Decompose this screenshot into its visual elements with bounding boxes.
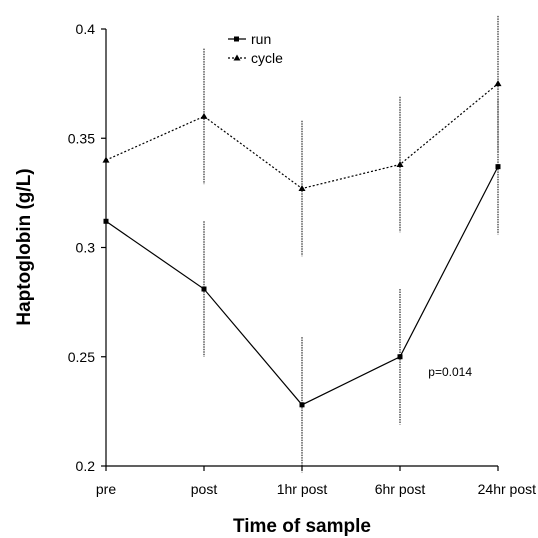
y-ticks: 0.2 0.25 0.3 0.35 0.4	[68, 21, 106, 474]
x-axis-title: Time of sample	[233, 516, 371, 537]
y-tick-label: 0.2	[76, 458, 96, 474]
x-ticks: pre post 1hr post 6hr post 24hr post	[96, 466, 536, 497]
run-point	[495, 164, 501, 170]
x-tick-label: 6hr post	[375, 481, 426, 497]
y-tick-label: 0.3	[76, 240, 96, 256]
y-tick-label: 0.4	[76, 21, 96, 37]
run-point	[299, 402, 305, 408]
y-axis-title: Haptoglobin (g/L)	[14, 168, 35, 325]
cycle-point	[298, 185, 306, 192]
y-tick-label: 0.25	[68, 349, 95, 365]
cycle-point	[102, 156, 110, 163]
y-tick-label: 0.35	[68, 130, 95, 146]
x-tick-label: pre	[96, 481, 116, 497]
cycle-point	[200, 112, 208, 119]
cycle-point	[396, 160, 404, 167]
legend-cycle-label: cycle	[251, 50, 283, 66]
run-point	[397, 354, 403, 360]
series-run	[103, 98, 501, 473]
cycle-point	[494, 80, 502, 87]
legend-run-marker	[234, 36, 239, 42]
series-layer	[102, 15, 502, 473]
run-point	[201, 286, 207, 292]
x-tick-label: 1hr post	[277, 481, 328, 497]
legend: run cycle	[228, 31, 283, 66]
legend-cycle-marker	[233, 54, 241, 61]
legend-run-label: run	[251, 31, 271, 47]
x-tick-label: post	[191, 481, 218, 497]
x-tick-label: 24hr post	[478, 481, 536, 497]
series-cycle	[102, 15, 502, 257]
p-value-annotation: p=0.014	[428, 365, 472, 379]
